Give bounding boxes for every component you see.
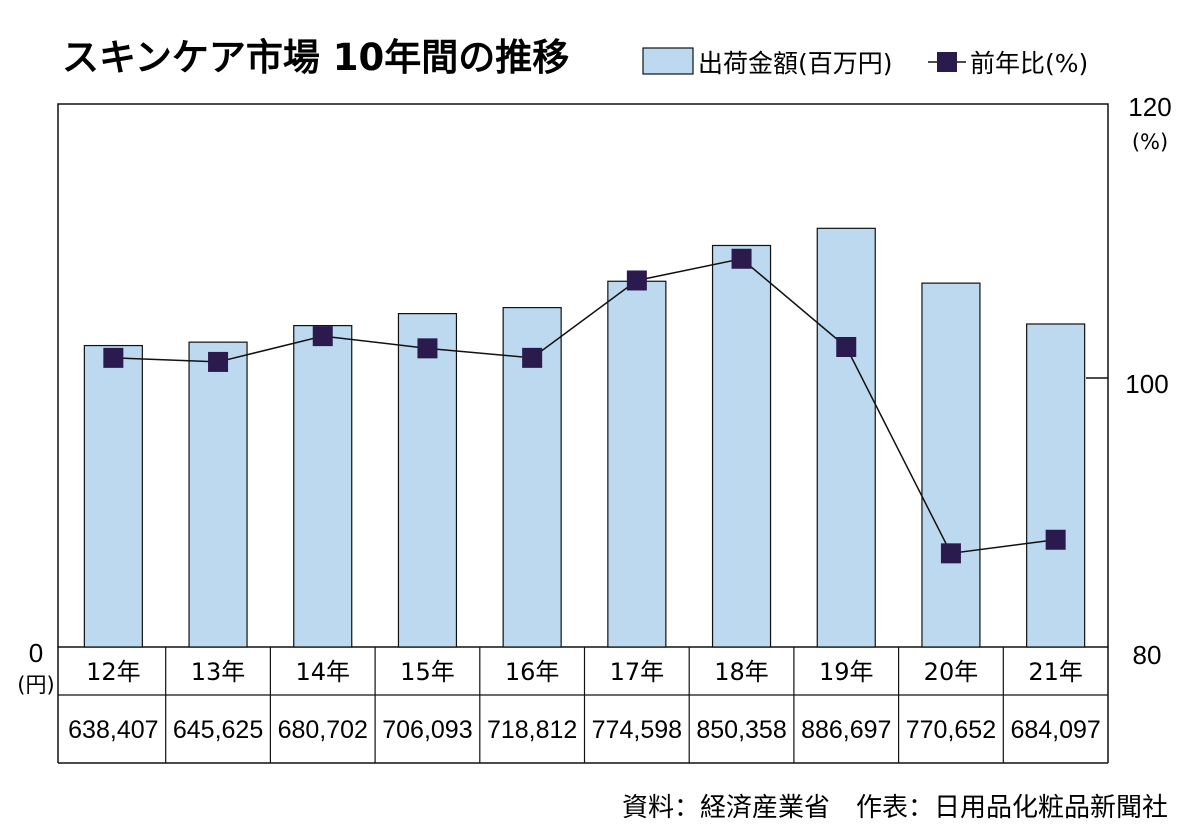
- category-label-5: 17年: [610, 658, 665, 686]
- category-label-4: 16年: [505, 658, 560, 686]
- ratio-point-5: [626, 270, 647, 291]
- chart-title: スキンケア市場 10年間の推移: [62, 36, 569, 79]
- left-axis-zero: 0: [29, 638, 43, 668]
- category-label-9: 21年: [1028, 658, 1083, 686]
- category-label-0: 12年: [86, 658, 141, 686]
- ratio-point-7: [836, 336, 857, 357]
- value-label-2: 680,702: [278, 716, 368, 744]
- bar-6: [711, 244, 772, 648]
- legend-line-label: 前年比(%): [970, 49, 1088, 78]
- ratio-point-2: [312, 326, 333, 347]
- bar-7: [816, 227, 876, 648]
- ratio-point-0: [103, 347, 124, 368]
- source-note: 資料：経済産業省 作表：日用品化粧品新聞社: [622, 793, 1168, 823]
- legend-bar-label: 出荷金額(百万円): [698, 49, 893, 78]
- ratio-point-8: [940, 543, 961, 564]
- bar-5: [607, 280, 667, 648]
- ratio-point-6: [731, 248, 752, 269]
- data-table: 12年 638,407 13年 645,625 14年 680,702 15年 706,093…: [57, 647, 1109, 764]
- bar-8: [921, 282, 981, 648]
- left-axis: 0 (円): [17, 638, 54, 697]
- right-axis-tick-100-label: 100: [1125, 369, 1168, 399]
- ratio-point-1: [208, 351, 229, 372]
- legend: 出荷金額(百万円) 前年比(%): [642, 47, 1088, 78]
- ratio-line-group: [103, 248, 1066, 564]
- right-axis: 120 (%) 100 80: [1086, 92, 1172, 670]
- plot-frame: [57, 103, 1109, 648]
- value-label-0: 638,407: [68, 716, 158, 744]
- value-label-4: 718,812: [487, 716, 577, 744]
- value-label-9: 684,097: [1010, 716, 1100, 744]
- ratio-line: [113, 257, 1056, 555]
- value-label-3: 706,093: [382, 716, 472, 744]
- ratio-point-3: [417, 338, 438, 359]
- bar-3: [397, 313, 458, 648]
- value-label-8: 770,652: [906, 716, 996, 744]
- value-label-5: 774,598: [592, 716, 682, 744]
- ratio-point-9: [1045, 529, 1066, 550]
- category-label-2: 14年: [295, 658, 350, 686]
- category-label-8: 20年: [924, 658, 979, 686]
- category-label-7: 19年: [819, 658, 874, 686]
- category-label-6: 18年: [714, 658, 769, 686]
- value-label-6: 850,358: [696, 716, 786, 744]
- value-label-7: 886,697: [801, 716, 891, 744]
- bar-0: [83, 344, 143, 648]
- category-label-3: 15年: [400, 658, 455, 686]
- bar-2: [293, 324, 353, 648]
- right-axis-unit: (%): [1132, 130, 1168, 154]
- legend-line-marker: [937, 52, 957, 72]
- bars-group: [83, 227, 1086, 648]
- ratio-point-4: [522, 347, 543, 368]
- right-axis-tick-80: 80: [1133, 640, 1162, 670]
- right-axis-tick-120: 120: [1128, 92, 1171, 122]
- bar-9: [1026, 323, 1086, 648]
- value-label-1: 645,625: [173, 716, 263, 744]
- legend-bar-swatch: [642, 47, 694, 75]
- bar-1: [188, 341, 248, 648]
- left-axis-unit: (円): [17, 673, 54, 697]
- category-label-1: 13年: [191, 658, 246, 686]
